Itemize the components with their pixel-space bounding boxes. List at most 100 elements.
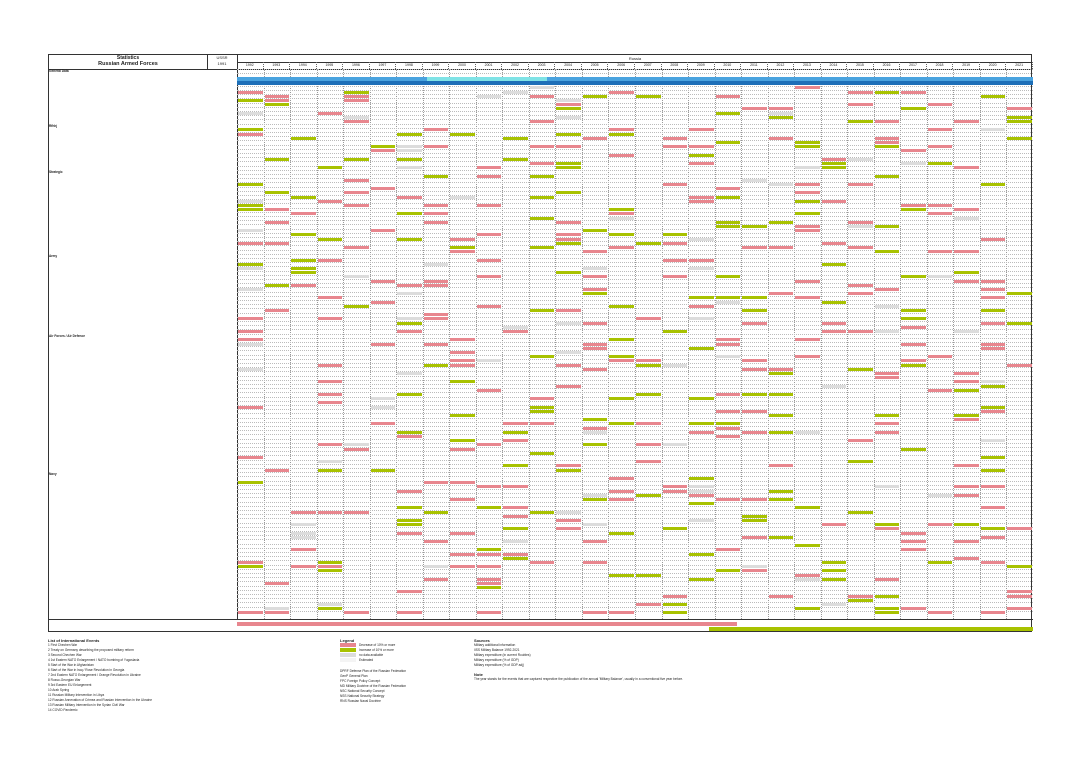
year-1997: 1997 xyxy=(370,62,397,69)
value-cell xyxy=(556,220,581,224)
note-text: The year stands for the events that are … xyxy=(474,677,684,681)
row-divider xyxy=(237,430,1033,432)
value-cell xyxy=(582,346,608,350)
value-cell xyxy=(980,94,1006,98)
legend-label: Estimated xyxy=(359,658,374,662)
abbreviation-item: DPRF Defense Plan of the Russian Federat… xyxy=(340,669,407,673)
value-cell xyxy=(344,510,369,514)
row-divider xyxy=(237,148,1033,150)
value-cell xyxy=(901,531,926,535)
value-cell xyxy=(370,468,396,472)
section-label: Rfhhj xyxy=(49,123,58,128)
value-cell xyxy=(1007,136,1032,140)
value-cell xyxy=(556,363,581,367)
value-cell xyxy=(450,481,475,485)
value-cell xyxy=(1007,565,1032,569)
value-cell xyxy=(980,506,1006,510)
row-divider xyxy=(237,157,1033,159)
value-cell xyxy=(238,199,263,203)
value-cell xyxy=(848,103,873,107)
value-cell xyxy=(423,313,449,317)
value-cell xyxy=(715,141,741,144)
value-cell xyxy=(715,111,741,115)
year-1998: 1998 xyxy=(396,62,423,69)
row-divider xyxy=(237,535,1033,537)
value-cell xyxy=(848,225,873,228)
row-divider xyxy=(237,388,1033,390)
value-cell xyxy=(954,216,979,220)
value-cell xyxy=(927,611,953,615)
row-divider xyxy=(237,73,1033,75)
sources: Sources Military additional information I… xyxy=(474,638,804,682)
row-divider xyxy=(237,224,1033,226)
value-cell xyxy=(503,527,528,531)
event-item: 5 Start of the War in Afghanistan xyxy=(48,663,94,667)
value-cell xyxy=(317,603,343,606)
row-divider xyxy=(237,241,1033,243)
value-cell xyxy=(344,443,369,447)
value-cell xyxy=(317,510,343,514)
legend-label: no data available xyxy=(359,653,384,657)
source-item: Military expenditure (% of GDP) xyxy=(474,658,519,662)
value-cell xyxy=(450,498,475,501)
value-cell xyxy=(317,393,343,396)
value-cell xyxy=(689,304,714,308)
row-divider xyxy=(237,274,1033,276)
row-divider xyxy=(237,220,1033,222)
value-cell xyxy=(795,191,820,195)
row-divider xyxy=(237,547,1033,549)
timeline-bar xyxy=(237,77,1033,81)
value-cell xyxy=(848,598,873,602)
value-cell xyxy=(795,86,820,90)
section-label: General Data xyxy=(49,69,69,73)
value-cell xyxy=(529,561,555,564)
row-divider xyxy=(237,522,1033,524)
value-cell xyxy=(238,611,263,615)
row-divider xyxy=(237,564,1033,566)
value-cell xyxy=(582,275,608,279)
row-divider xyxy=(237,346,1033,348)
row-divider xyxy=(237,472,1033,474)
value-cell xyxy=(715,435,741,438)
value-cell xyxy=(636,443,661,447)
value-cell xyxy=(689,485,714,489)
value-cell xyxy=(742,519,767,522)
value-cell xyxy=(529,174,555,178)
value-cell xyxy=(742,359,767,363)
row-divider xyxy=(237,421,1033,423)
value-cell xyxy=(768,111,794,115)
value-cell xyxy=(370,187,396,191)
value-cell xyxy=(423,481,449,485)
value-cell xyxy=(715,548,741,552)
title-block: Statistics Russian Armed Forces xyxy=(49,55,208,70)
value-cell xyxy=(874,136,900,140)
row-divider xyxy=(237,400,1033,402)
value-cell xyxy=(636,460,661,464)
value-cell xyxy=(476,565,502,569)
value-cell xyxy=(370,229,396,233)
row-divider xyxy=(237,384,1033,385)
value-cell xyxy=(848,292,873,296)
value-cell xyxy=(715,498,741,501)
value-cell xyxy=(582,611,608,615)
value-cell xyxy=(821,241,847,245)
value-cell xyxy=(397,430,422,434)
row-divider xyxy=(237,140,1033,142)
year-2003: 2003 xyxy=(529,62,556,69)
value-cell xyxy=(582,288,608,291)
value-cell xyxy=(476,506,502,510)
value-cell xyxy=(529,355,555,359)
value-cell xyxy=(450,531,475,535)
row-divider xyxy=(237,409,1033,411)
value-cell xyxy=(344,178,369,182)
value-cell xyxy=(556,132,581,136)
value-cell xyxy=(238,288,263,291)
value-cell xyxy=(689,502,714,506)
value-cell xyxy=(529,216,555,220)
value-cell xyxy=(821,199,847,203)
value-cell xyxy=(742,321,767,325)
row-divider xyxy=(237,594,1033,595)
value-cell xyxy=(450,351,475,354)
legend: Legend Decrease of 10% or more Increase o… xyxy=(340,638,470,704)
value-cell xyxy=(503,485,528,489)
